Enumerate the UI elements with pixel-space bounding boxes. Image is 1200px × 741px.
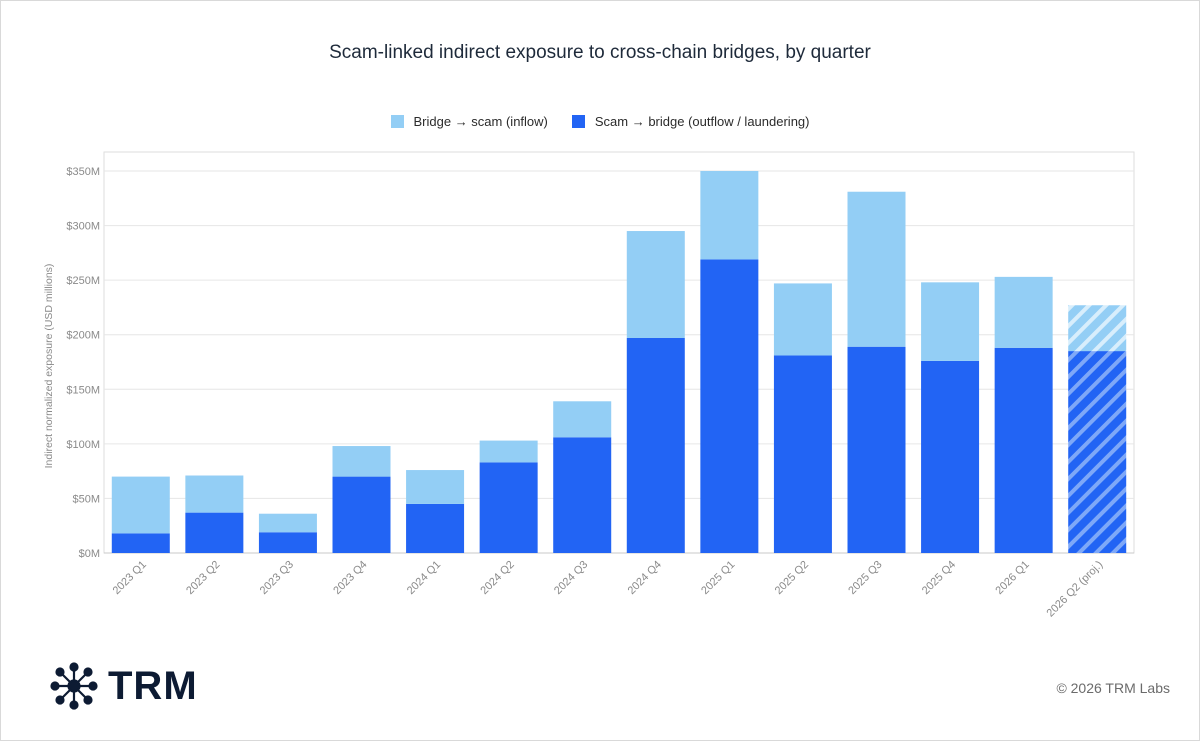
bar-outflow [994,347,1053,553]
bar-inflow [1068,305,1127,352]
x-tick-label: 2025 Q4 [920,559,958,597]
bar-outflow [847,346,906,553]
bar-outflow [773,355,832,553]
x-tick-label: 2023 Q4 [331,559,369,597]
bar-inflow [553,401,612,438]
y-tick-label: $150M [66,384,100,396]
bar-inflow [479,440,538,463]
y-tick-label: $350M [66,166,100,178]
legend-label-outflow: Scam → bridge (outflow / laundering) [594,114,810,129]
x-tick-label: 2023 Q1 [111,559,149,597]
x-tick-label: 2023 Q2 [184,559,222,597]
bar-outflow [1068,351,1127,553]
bar-inflow [847,191,906,347]
bar-outflow [553,437,612,553]
bar-inflow [700,171,759,260]
bar-inflow [921,282,980,361]
bars-group [111,171,1127,553]
bar-outflow [700,259,759,553]
bar-inflow [406,470,465,504]
x-tick-label: 2025 Q3 [846,559,884,597]
bar-inflow [258,513,317,533]
copyright-text: © 2026 TRM Labs [1056,680,1170,696]
x-tick-label: 2023 Q3 [258,559,296,597]
grid-lines [104,170,1134,554]
bar-inflow [994,276,1053,348]
logo-wordmark: TRM [108,663,198,708]
y-tick-label: $0M [79,548,100,560]
x-tick-label: 2026 Q1 [993,559,1031,597]
bar-outflow [626,337,685,553]
bar-outflow [185,512,244,553]
x-tick-label: 2024 Q3 [552,559,590,597]
legend-swatch-outflow [571,115,585,128]
bar-outflow [111,533,170,553]
trm-logo: TRM [50,662,198,710]
bar-inflow [111,476,170,534]
bar-outflow [406,503,465,553]
bar-inflow [332,446,391,477]
chart-legend: Bridge → scam (inflow) Scam → bridge (ou… [0,114,1200,129]
y-tick-label: $200M [66,330,100,342]
bar-outflow [332,476,391,553]
y-tick-label: $250M [66,275,100,287]
legend-item-inflow: Bridge → scam (inflow) [390,114,548,129]
x-tick-label: 2026 Q2 (proj.) [1045,559,1106,620]
bar-outflow [921,360,980,553]
legend-label-inflow: Bridge → scam (inflow) [413,114,548,129]
y-axis-label: Indirect normalized exposure (USD millio… [43,264,55,469]
network-logo-icon [50,662,98,710]
bar-inflow [773,283,832,356]
x-tick-label: 2024 Q1 [405,559,443,597]
bar-outflow [258,532,317,553]
bar-inflow [626,231,685,338]
x-tick-label: 2024 Q4 [626,559,664,597]
x-tick-label: 2025 Q2 [773,559,811,597]
bar-outflow [479,462,538,553]
y-tick-label: $300M [66,221,100,233]
bar-inflow [185,475,244,513]
legend-item-outflow: Scam → bridge (outflow / laundering) [571,114,810,129]
plot-area-border [103,151,1135,554]
x-tick-labels: 2023 Q1 2023 Q2 2023 Q3 2023 Q4 2024 Q1 2024 … [111,559,1106,620]
legend-swatch-inflow [390,115,404,128]
x-tick-label: 2024 Q2 [478,559,516,597]
chart-title: Scam-linked indirect exposure to cross-c… [329,42,871,63]
y-tick-label: $100M [66,439,100,451]
y-tick-labels: $0M $50M $100M $150M $200M $250M $300M $350M [66,166,100,560]
x-tick-label: 2025 Q1 [699,559,737,597]
y-tick-label: $50M [72,493,100,505]
